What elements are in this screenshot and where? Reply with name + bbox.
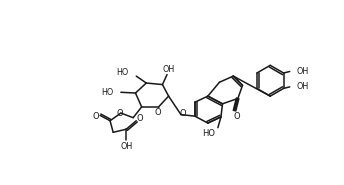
Text: O: O [179,109,186,118]
Text: HO: HO [203,129,216,138]
Text: OH: OH [120,142,132,151]
Text: HO: HO [116,68,129,77]
Text: OH: OH [297,82,309,91]
Text: O: O [154,108,161,117]
Text: O: O [93,112,99,121]
Text: OH: OH [297,67,309,76]
Text: OH: OH [162,65,175,74]
Text: O: O [233,112,240,121]
Text: HO: HO [101,88,113,97]
Text: O: O [117,109,123,118]
Text: O: O [137,114,143,123]
